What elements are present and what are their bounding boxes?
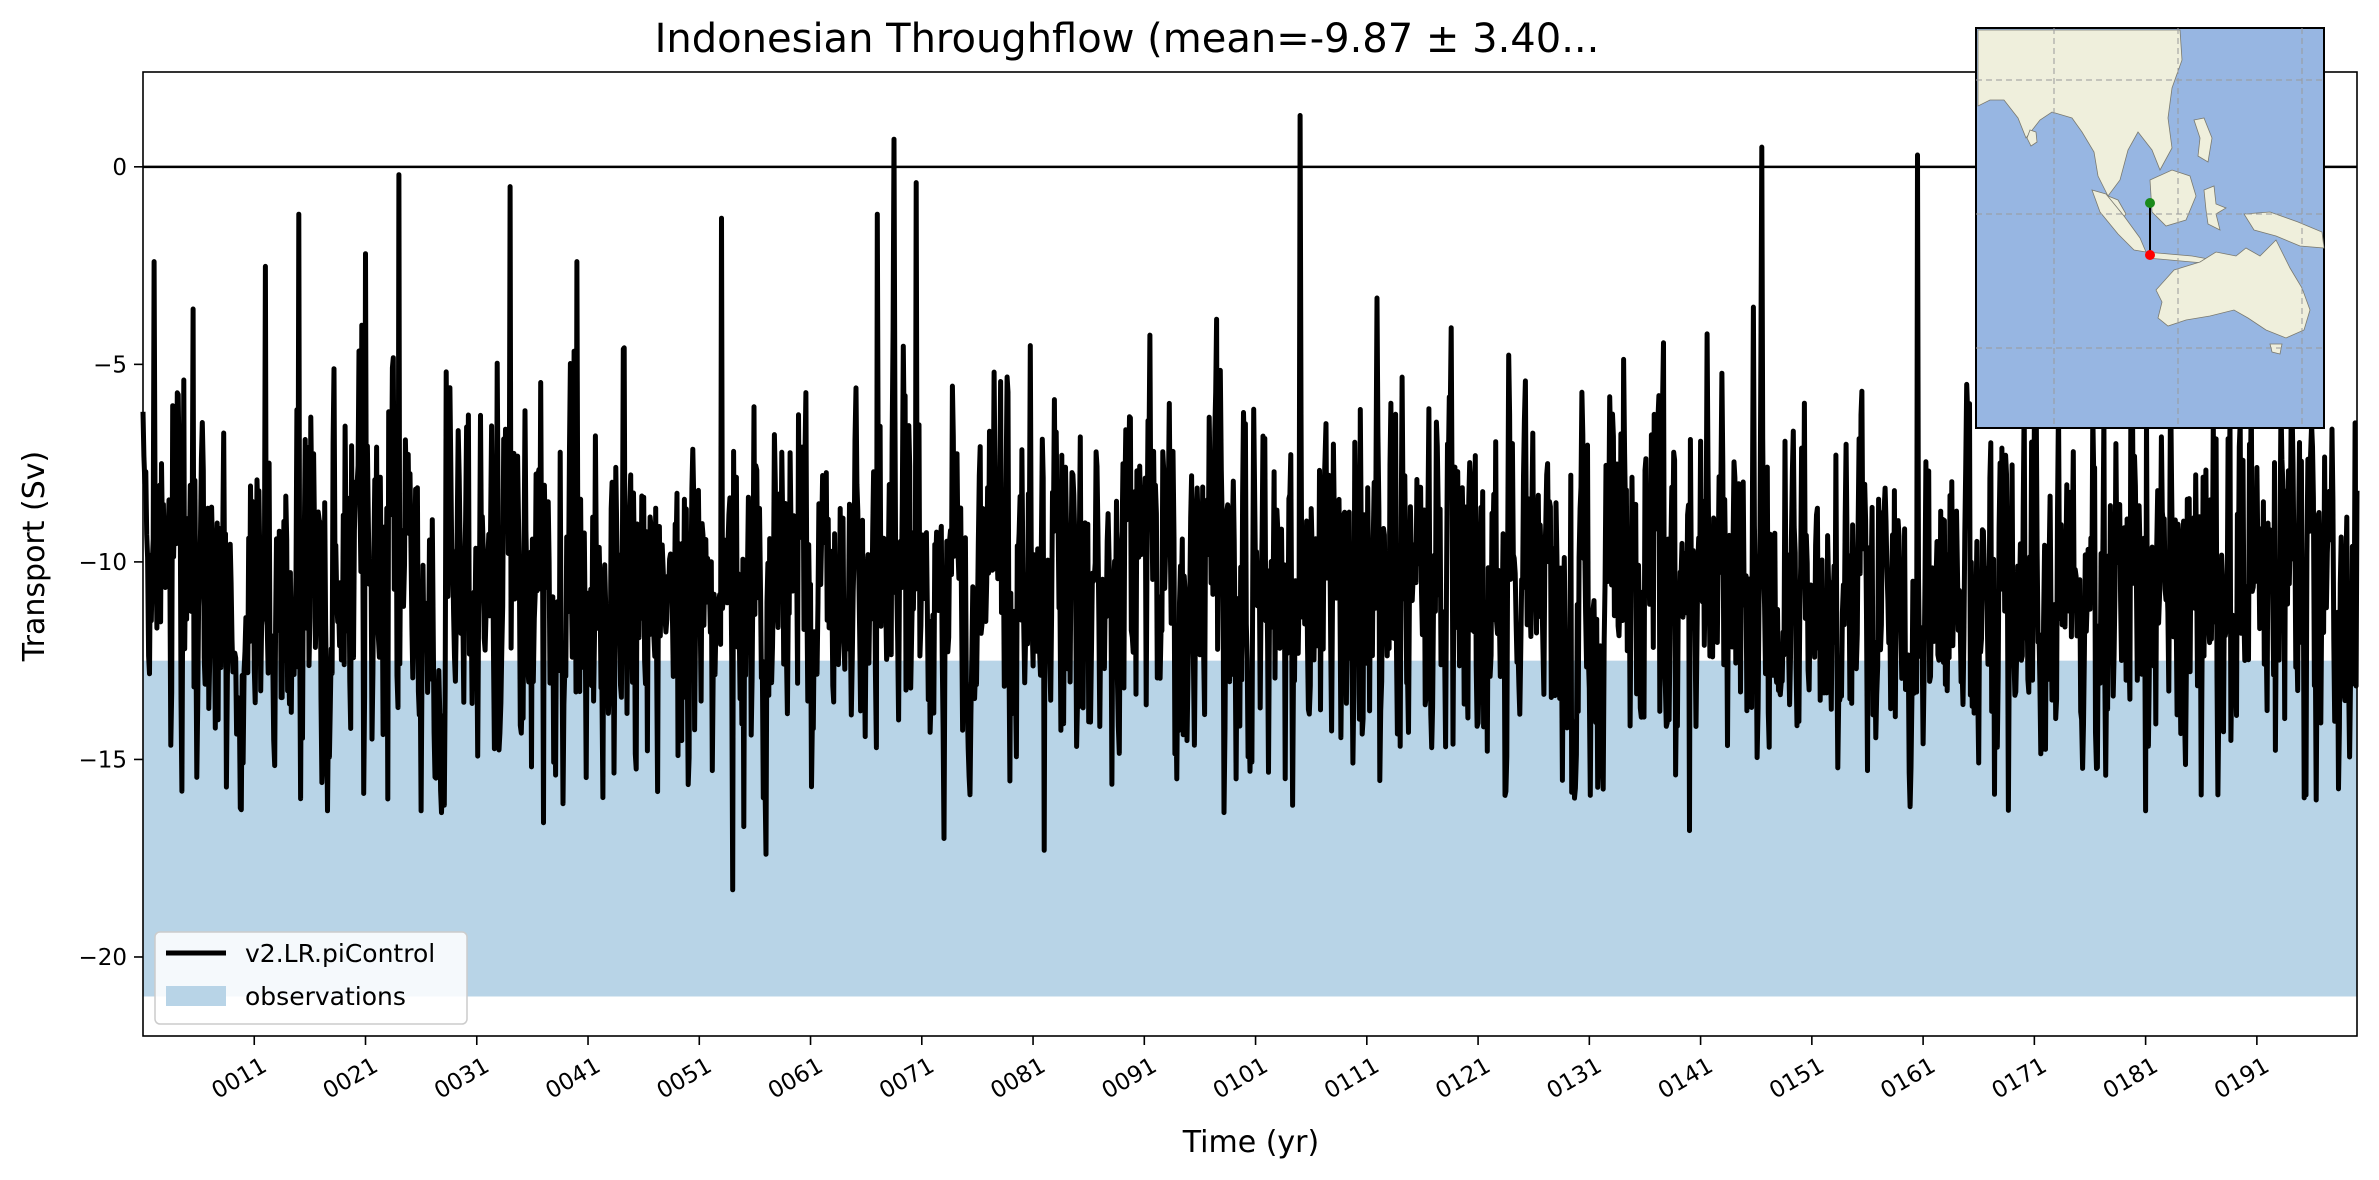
y-tick-label: −5 bbox=[93, 352, 127, 378]
legend: v2.LR.piControl observations bbox=[154, 931, 468, 1025]
y-tick-label: −15 bbox=[78, 747, 127, 773]
x-axis-title: Time (yr) bbox=[1182, 1125, 1319, 1160]
chart-title: Indonesian Throughflow (mean=-9.87 ± 3.4… bbox=[655, 16, 1600, 62]
plot-frame bbox=[142, 71, 2358, 1037]
inset-map-land-asia bbox=[1977, 29, 2183, 197]
y-axis-ticks: 0 −5 −10 −15 −20 bbox=[78, 155, 143, 971]
x-tick-label: 0041 bbox=[541, 1053, 605, 1105]
x-tick-label: 0131 bbox=[1543, 1053, 1607, 1105]
series-line-v2-lr-picontrol bbox=[140, 113, 2360, 893]
inset-map-land-srilanka bbox=[2026, 129, 2038, 147]
inset-map-land-tasmania bbox=[2269, 343, 2283, 355]
x-tick-label: 0101 bbox=[1209, 1053, 1273, 1105]
x-tick-label: 0181 bbox=[2099, 1053, 2163, 1105]
x-tick-label: 0031 bbox=[430, 1053, 494, 1105]
x-tick-label: 0011 bbox=[208, 1053, 272, 1105]
x-tick-label: 0081 bbox=[986, 1053, 1050, 1105]
x-tick-label: 0071 bbox=[875, 1053, 939, 1105]
y-tick-label: 0 bbox=[112, 155, 127, 181]
y-tick-label: −10 bbox=[78, 550, 127, 576]
inset-map-section-start-marker bbox=[2145, 198, 2155, 208]
x-axis-ticks: 0011 0021 0031 0041 0051 0061 0071 0081 0091 0101… bbox=[208, 1036, 2274, 1104]
x-tick-label: 0121 bbox=[1431, 1053, 1495, 1105]
inset-map-land-philippines bbox=[2193, 117, 2213, 163]
legend-label-series: v2.LR.piControl bbox=[245, 939, 435, 968]
inset-map-land-borneo bbox=[2149, 169, 2197, 227]
x-tick-label: 0191 bbox=[2210, 1053, 2274, 1105]
legend-label-observations: observations bbox=[245, 982, 406, 1011]
x-tick-label: 0051 bbox=[653, 1053, 717, 1105]
legend-swatch-observations bbox=[166, 986, 226, 1006]
x-tick-label: 0061 bbox=[764, 1053, 828, 1105]
x-tick-label: 0171 bbox=[1988, 1053, 2052, 1105]
inset-map-section-end-marker bbox=[2145, 250, 2155, 260]
y-tick-label: −20 bbox=[78, 945, 127, 971]
y-axis-title: Transport (Sv) bbox=[17, 451, 52, 663]
inset-map-land-australia bbox=[2155, 239, 2311, 339]
legend-box bbox=[154, 931, 468, 1025]
inset-map bbox=[1975, 27, 2325, 429]
x-tick-label: 0141 bbox=[1654, 1053, 1718, 1105]
x-tick-label: 0091 bbox=[1098, 1053, 1162, 1105]
inset-map-land-newguinea bbox=[2243, 211, 2325, 249]
x-tick-label: 0161 bbox=[1876, 1053, 1940, 1105]
x-tick-label: 0021 bbox=[319, 1053, 383, 1105]
x-tick-label: 0111 bbox=[1320, 1053, 1384, 1105]
x-tick-label: 0151 bbox=[1765, 1053, 1829, 1105]
